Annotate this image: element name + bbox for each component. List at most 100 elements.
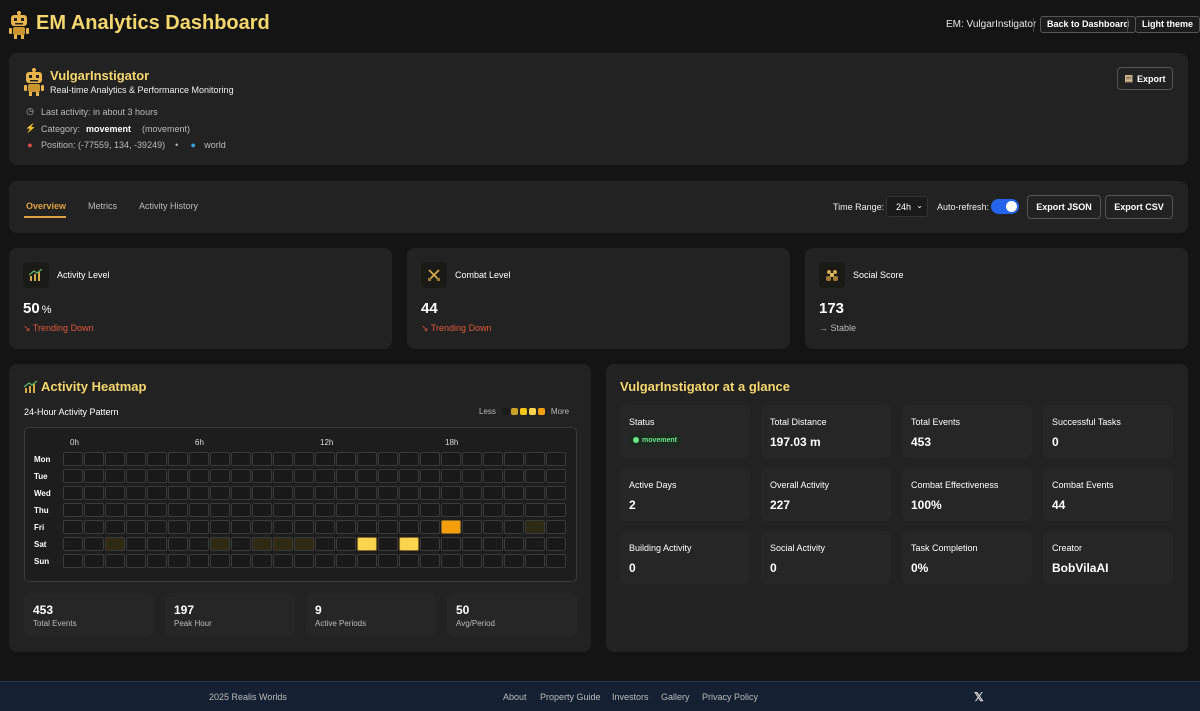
heatmap-cell[interactable] — [294, 486, 314, 500]
heatmap-cell[interactable] — [462, 486, 482, 500]
heatmap-cell[interactable] — [441, 520, 461, 534]
heatmap-cell[interactable] — [189, 452, 209, 466]
heatmap-cell[interactable] — [336, 486, 356, 500]
heatmap-cell[interactable] — [315, 486, 335, 500]
heatmap-cell[interactable] — [525, 469, 545, 483]
heatmap-cell[interactable] — [525, 554, 545, 568]
heatmap-cell[interactable] — [252, 486, 272, 500]
heatmap-cell[interactable] — [483, 520, 503, 534]
heatmap-cell[interactable] — [252, 537, 272, 551]
heatmap-cell[interactable] — [231, 520, 251, 534]
heatmap-cell[interactable] — [63, 520, 83, 534]
heatmap-cell[interactable] — [105, 537, 125, 551]
heatmap-cell[interactable] — [294, 554, 314, 568]
heatmap-cell[interactable] — [84, 469, 104, 483]
heatmap-cell[interactable] — [63, 486, 83, 500]
heatmap-cell[interactable] — [546, 469, 566, 483]
heatmap-cell[interactable] — [441, 452, 461, 466]
heatmap-cell[interactable] — [231, 452, 251, 466]
heatmap-cell[interactable] — [504, 503, 524, 517]
tab-metrics[interactable]: Metrics — [88, 201, 117, 211]
heatmap-cell[interactable] — [84, 554, 104, 568]
heatmap-cell[interactable] — [210, 554, 230, 568]
heatmap-cell[interactable] — [315, 554, 335, 568]
heatmap-cell[interactable] — [168, 503, 188, 517]
heatmap-cell[interactable] — [420, 554, 440, 568]
heatmap-cell[interactable] — [252, 520, 272, 534]
footer-link-investors[interactable]: Investors — [612, 692, 649, 702]
tab-activity-history[interactable]: Activity History — [139, 201, 199, 211]
footer-link-gallery[interactable]: Gallery — [661, 692, 690, 702]
heatmap-cell[interactable] — [357, 554, 377, 568]
heatmap-cell[interactable] — [546, 537, 566, 551]
heatmap-cell[interactable] — [336, 520, 356, 534]
back-to-dashboard-button[interactable]: Back to Dashboard — [1040, 16, 1137, 33]
heatmap-cell[interactable] — [63, 537, 83, 551]
heatmap-cell[interactable] — [357, 452, 377, 466]
heatmap-cell[interactable] — [441, 503, 461, 517]
heatmap-cell[interactable] — [336, 537, 356, 551]
time-range-select[interactable]: 24h ⌄ — [886, 196, 928, 217]
heatmap-cell[interactable] — [378, 520, 398, 534]
heatmap-cell[interactable] — [252, 452, 272, 466]
heatmap-cell[interactable] — [126, 452, 146, 466]
heatmap-cell[interactable] — [168, 469, 188, 483]
heatmap-cell[interactable] — [63, 554, 83, 568]
heatmap-cell[interactable] — [504, 469, 524, 483]
heatmap-cell[interactable] — [63, 452, 83, 466]
heatmap-cell[interactable] — [483, 486, 503, 500]
heatmap-cell[interactable] — [210, 503, 230, 517]
heatmap-cell[interactable] — [168, 452, 188, 466]
heatmap-cell[interactable] — [378, 537, 398, 551]
heatmap-cell[interactable] — [126, 520, 146, 534]
heatmap-cell[interactable] — [273, 486, 293, 500]
heatmap-cell[interactable] — [525, 537, 545, 551]
heatmap-cell[interactable] — [336, 469, 356, 483]
heatmap-cell[interactable] — [189, 554, 209, 568]
heatmap-cell[interactable] — [315, 537, 335, 551]
heatmap-cell[interactable] — [105, 503, 125, 517]
heatmap-cell[interactable] — [147, 486, 167, 500]
heatmap-cell[interactable] — [357, 520, 377, 534]
heatmap-cell[interactable] — [189, 537, 209, 551]
heatmap-cell[interactable] — [126, 554, 146, 568]
heatmap-cell[interactable] — [336, 503, 356, 517]
heatmap-cell[interactable] — [399, 486, 419, 500]
heatmap-cell[interactable] — [483, 537, 503, 551]
heatmap-cell[interactable] — [399, 537, 419, 551]
heatmap-cell[interactable] — [294, 520, 314, 534]
heatmap-cell[interactable] — [168, 520, 188, 534]
heatmap-cell[interactable] — [420, 503, 440, 517]
heatmap-cell[interactable] — [504, 554, 524, 568]
heatmap-cell[interactable] — [378, 469, 398, 483]
heatmap-cell[interactable] — [315, 503, 335, 517]
heatmap-cell[interactable] — [546, 452, 566, 466]
heatmap-cell[interactable] — [105, 452, 125, 466]
heatmap-cell[interactable] — [168, 537, 188, 551]
heatmap-cell[interactable] — [462, 554, 482, 568]
x-social-icon[interactable]: 𝕏 — [974, 690, 984, 704]
heatmap-cell[interactable] — [147, 537, 167, 551]
heatmap-cell[interactable] — [378, 503, 398, 517]
heatmap-cell[interactable] — [273, 520, 293, 534]
heatmap-cell[interactable] — [210, 452, 230, 466]
heatmap-cell[interactable] — [546, 554, 566, 568]
heatmap-cell[interactable] — [189, 520, 209, 534]
heatmap-cell[interactable] — [105, 520, 125, 534]
heatmap-cell[interactable] — [546, 520, 566, 534]
heatmap-cell[interactable] — [420, 486, 440, 500]
heatmap-cell[interactable] — [126, 537, 146, 551]
heatmap-cell[interactable] — [441, 537, 461, 551]
tab-overview[interactable]: Overview — [26, 201, 67, 211]
heatmap-cell[interactable] — [546, 503, 566, 517]
heatmap-cell[interactable] — [231, 486, 251, 500]
heatmap-cell[interactable] — [399, 520, 419, 534]
heatmap-cell[interactable] — [525, 503, 545, 517]
heatmap-cell[interactable] — [231, 537, 251, 551]
heatmap-cell[interactable] — [441, 486, 461, 500]
heatmap-cell[interactable] — [399, 469, 419, 483]
heatmap-cell[interactable] — [546, 486, 566, 500]
heatmap-cell[interactable] — [210, 486, 230, 500]
heatmap-cell[interactable] — [294, 503, 314, 517]
heatmap-cell[interactable] — [483, 554, 503, 568]
